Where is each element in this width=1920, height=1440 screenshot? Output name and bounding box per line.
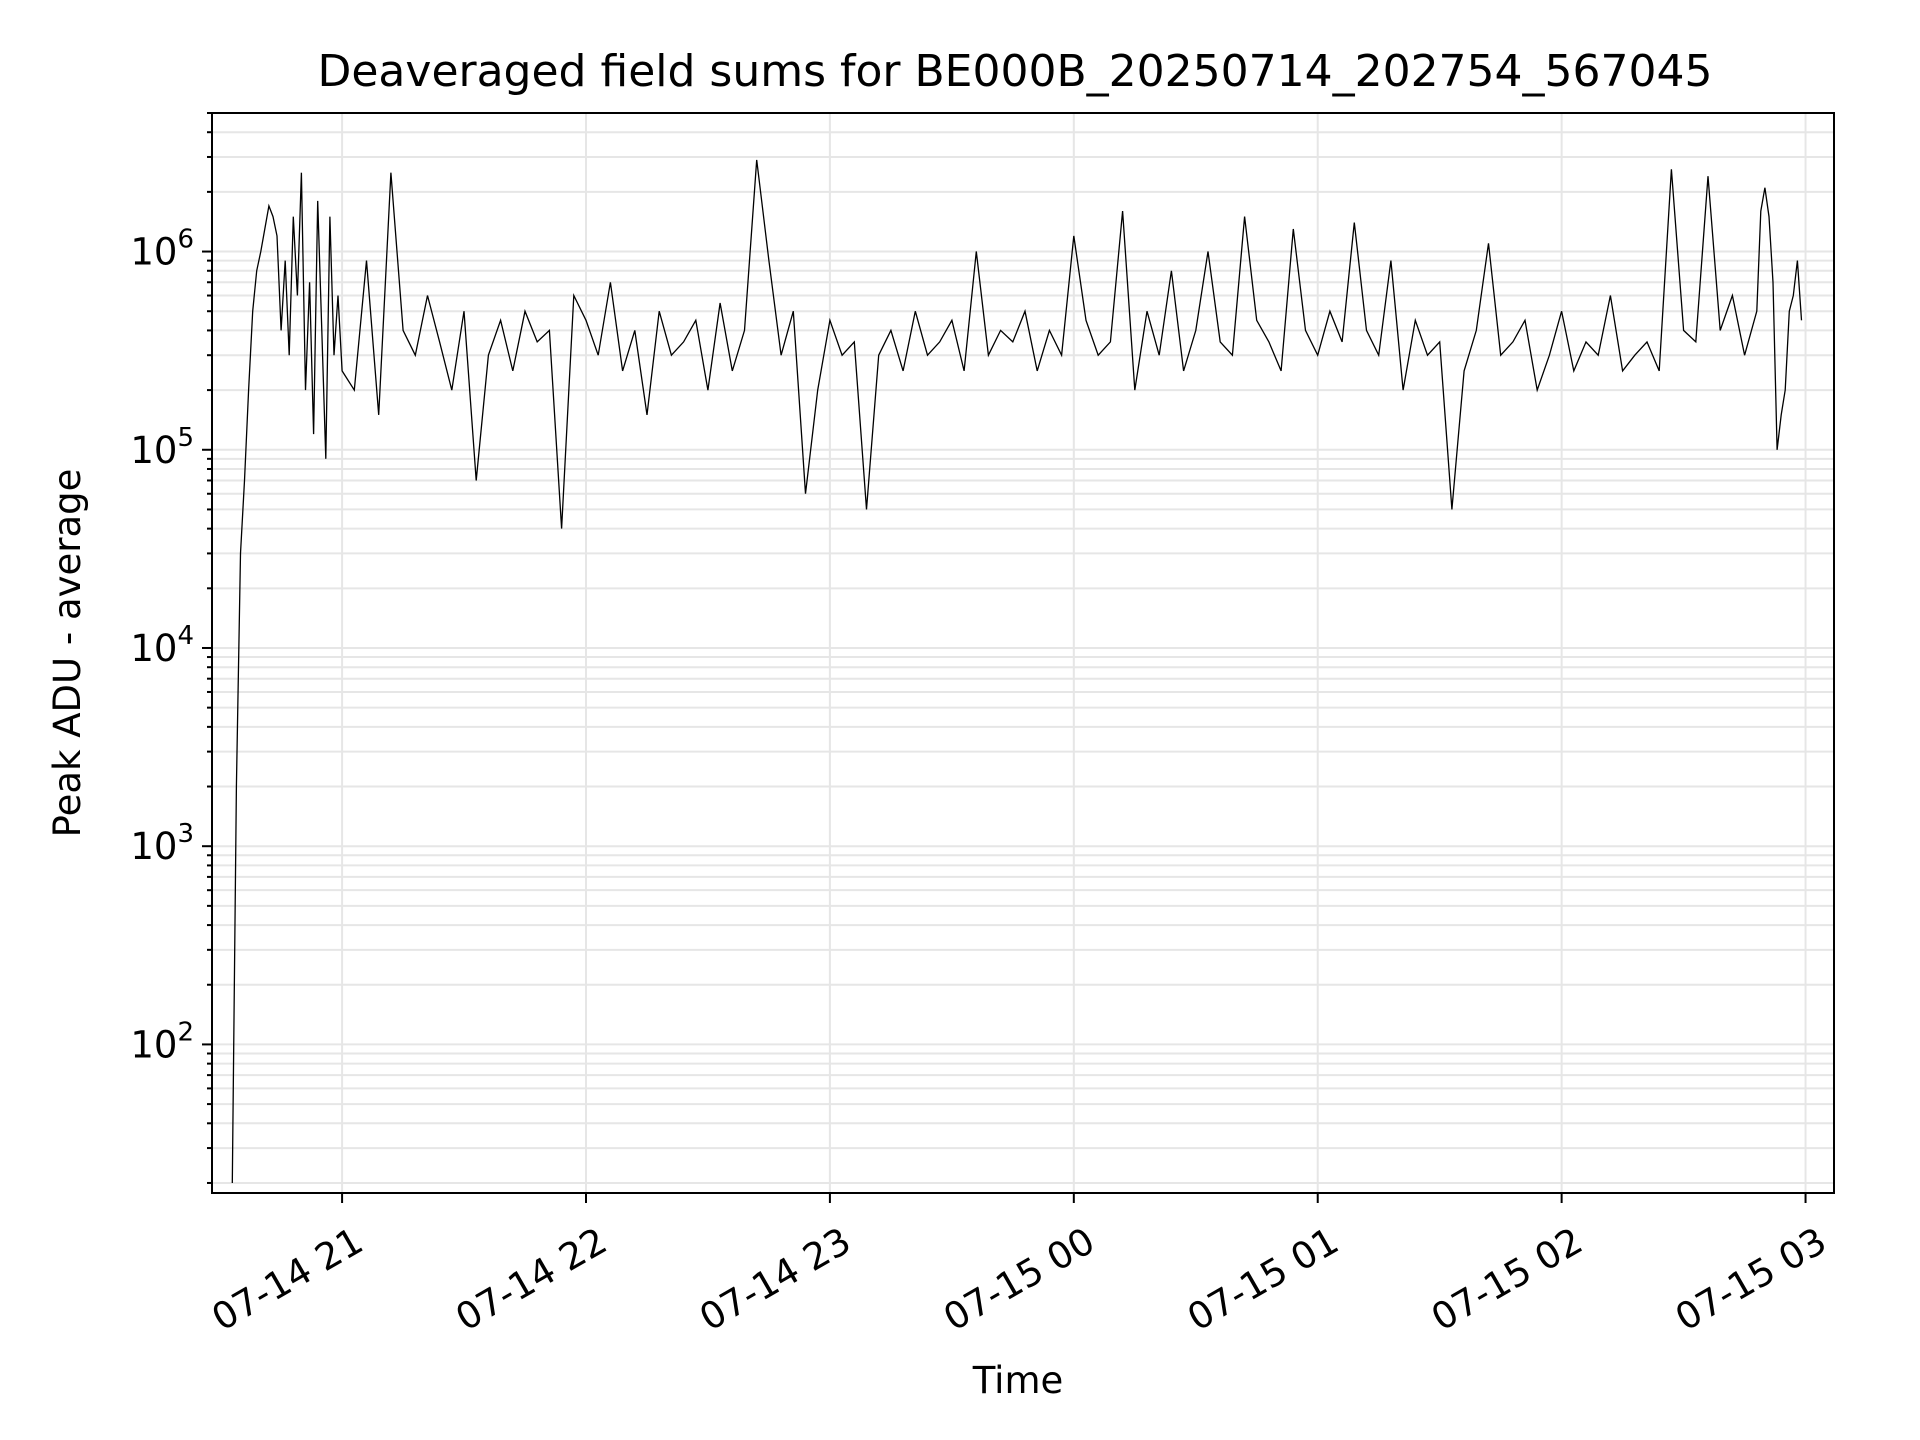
- grid: [212, 112, 1834, 1193]
- y-tick-label: 102: [130, 1017, 194, 1066]
- y-tick-label: 103: [130, 819, 194, 868]
- y-tick-label: 106: [130, 225, 194, 274]
- plot-frame: [211, 112, 1835, 1194]
- y-axis-label: Peak ADU - average: [46, 469, 89, 838]
- y-tick-label: 104: [130, 621, 194, 670]
- y-axis: 102 103 104 105 106: [130, 112, 212, 1184]
- chart-title: Deaveraged field sums for BE000B_2025071…: [317, 46, 1712, 97]
- y-tick-label: 105: [130, 423, 194, 472]
- series-layer: [231, 159, 1803, 1184]
- x-axis-label: Time: [972, 1359, 1064, 1402]
- series-line: [231, 159, 1803, 1184]
